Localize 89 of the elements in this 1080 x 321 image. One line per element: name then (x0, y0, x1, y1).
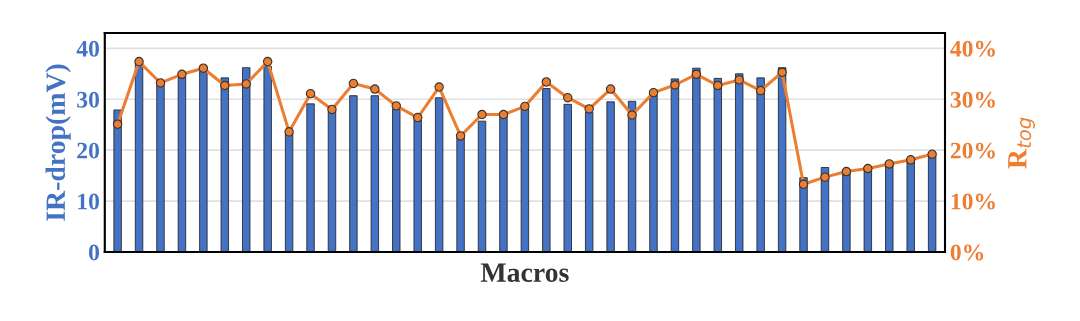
x-axis-title: Macros (480, 263, 569, 282)
point (391, 101, 401, 111)
bar (670, 78, 680, 252)
point (798, 179, 809, 189)
y-axis-title: IR-drop(mV) (45, 64, 71, 221)
bar (692, 67, 701, 252)
bar (499, 115, 508, 252)
point (841, 166, 852, 177)
bar (863, 168, 873, 252)
bar (177, 75, 187, 252)
bar (413, 119, 422, 252)
y2-tick-label: 20% (950, 142, 995, 159)
point (434, 82, 444, 92)
y2-axis-title: R$_{tog}$ (1008, 117, 1035, 169)
point (905, 155, 916, 165)
bar (220, 77, 229, 252)
y2-tick-label: 0% (950, 244, 984, 261)
point (691, 69, 702, 80)
bar (820, 167, 830, 252)
y2-tick-label: 30% (950, 91, 995, 108)
bar (713, 77, 722, 252)
y-tick-label: 30 (77, 91, 99, 108)
bar (906, 159, 915, 252)
point (284, 127, 294, 137)
y-tick-label: 40 (76, 40, 99, 57)
point (884, 159, 894, 169)
point (112, 119, 123, 129)
bar (735, 73, 744, 252)
point (348, 78, 359, 89)
point (541, 77, 552, 87)
point (648, 87, 659, 98)
point (520, 101, 530, 112)
bar (199, 70, 208, 252)
point (713, 80, 723, 91)
point (241, 79, 251, 89)
point (370, 84, 380, 94)
point (755, 85, 766, 96)
bar (885, 164, 894, 252)
bar (284, 132, 294, 252)
bar (649, 93, 658, 252)
bar (156, 82, 165, 252)
point (927, 149, 937, 159)
point (863, 163, 873, 174)
point (563, 92, 573, 103)
point (498, 109, 509, 120)
bar (520, 108, 530, 252)
bar (134, 62, 144, 252)
point (412, 112, 423, 123)
bar (606, 101, 615, 252)
point (584, 104, 594, 114)
bar (242, 67, 251, 252)
point (305, 88, 316, 99)
point (627, 110, 637, 120)
bar (349, 95, 358, 252)
y2-tick-label: 10% (951, 193, 995, 210)
point (777, 67, 787, 77)
bar (327, 111, 337, 252)
bar (756, 77, 765, 252)
point (220, 80, 230, 91)
bar (585, 112, 594, 252)
y-tick-label: 0 (88, 244, 99, 261)
point (820, 172, 830, 182)
point (734, 75, 744, 85)
bar (927, 155, 937, 252)
point (605, 84, 616, 94)
point (327, 104, 337, 115)
y-tick-label: 20 (77, 142, 99, 159)
bar (777, 67, 787, 252)
bar (392, 108, 401, 252)
y-tick-label: 10 (78, 193, 99, 210)
bar (434, 97, 444, 252)
bar (477, 120, 487, 252)
bar (263, 65, 272, 252)
point (455, 131, 466, 141)
point (198, 63, 209, 73)
bar (113, 109, 122, 252)
point (262, 56, 273, 67)
bar (456, 137, 465, 252)
bar (542, 88, 551, 252)
point (134, 56, 144, 67)
point (670, 80, 680, 90)
point (177, 69, 187, 80)
bar (306, 103, 315, 252)
bar (563, 103, 572, 252)
bar (370, 95, 380, 252)
y2-tick-label: 40% (950, 40, 995, 57)
bar (627, 100, 637, 252)
point (477, 109, 487, 120)
point (155, 78, 166, 88)
